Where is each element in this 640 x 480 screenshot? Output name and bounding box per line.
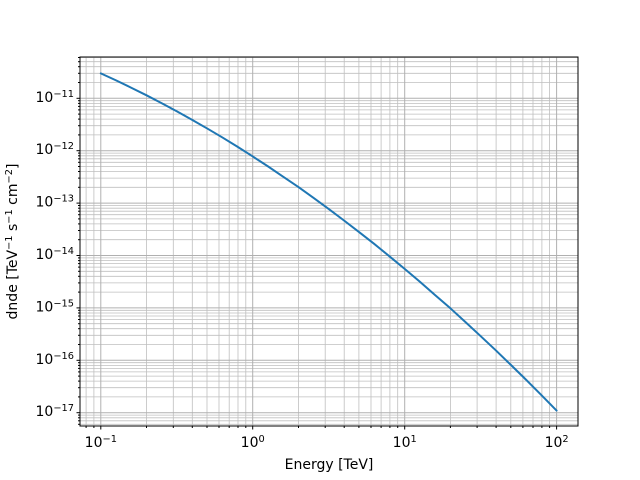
major-gridlines — [80, 57, 578, 426]
y-axis-label: dnde [TeV−1 s−1 cm−2] — [4, 164, 21, 320]
spectrum-curve — [99, 72, 558, 412]
axes-background — [80, 57, 578, 426]
minor-gridlines — [80, 57, 578, 426]
axes-spines — [79, 56, 579, 427]
x-axis-label: Energy [TeV] — [285, 457, 374, 473]
